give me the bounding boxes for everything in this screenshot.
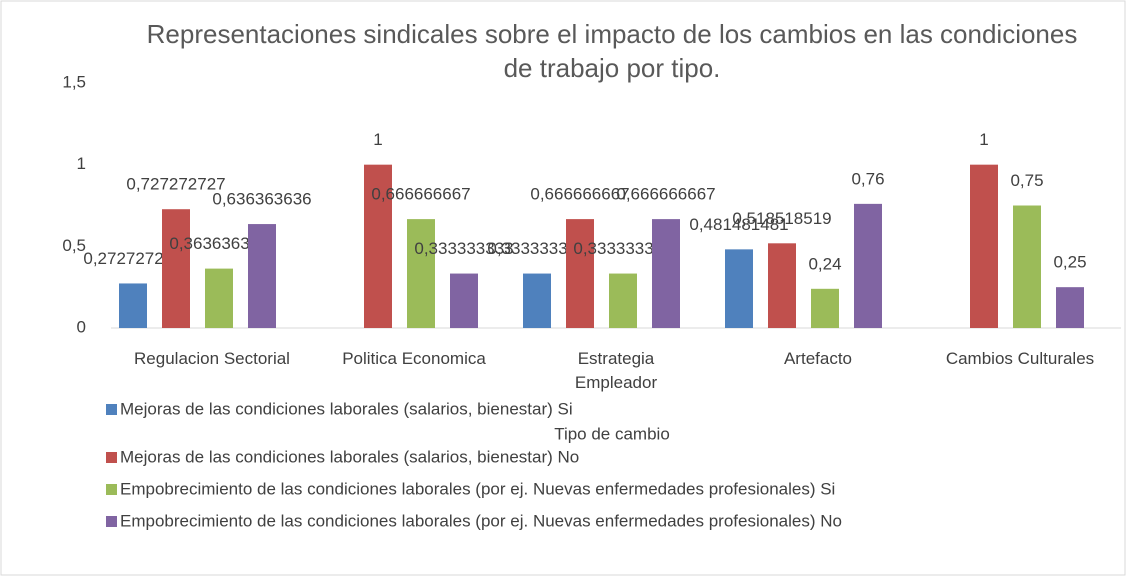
bar	[205, 268, 233, 328]
data-label: 0,25	[1053, 253, 1086, 272]
data-label: 0,666666667	[616, 185, 715, 204]
data-label: 0,333333333	[487, 239, 586, 258]
data-label: 0,272727273	[83, 249, 182, 268]
bar	[811, 288, 839, 328]
legend-swatch	[106, 452, 117, 463]
data-label: 0,636363636	[212, 190, 311, 209]
bar	[609, 273, 637, 328]
y-tick-label: 0	[77, 317, 86, 336]
bar	[1013, 205, 1041, 328]
data-label: 0,333333333	[414, 239, 513, 258]
x-tick-label: Estrategia Empleador	[575, 349, 658, 392]
bar	[364, 164, 392, 328]
bar	[450, 273, 478, 328]
data-label: 1	[373, 130, 382, 149]
x-tick-label: Artefacto	[784, 349, 852, 368]
bar	[725, 249, 753, 328]
legend-swatch	[106, 516, 117, 527]
legend-swatch	[106, 404, 117, 415]
data-label: 0,518518519	[732, 209, 831, 228]
y-tick-label: 0,5	[62, 236, 86, 255]
data-label: 0,666666667	[371, 185, 470, 204]
data-label: 0,363636364	[169, 234, 268, 253]
data-label: 0,333333333	[573, 239, 672, 258]
x-tick-label: Regulacion Sectorial	[134, 349, 290, 368]
y-tick-label: 1	[77, 154, 86, 173]
data-label: 0,76	[851, 169, 884, 188]
bar	[523, 273, 551, 328]
bar	[768, 243, 796, 328]
data-label: 0,481481481	[689, 215, 788, 234]
bar	[566, 219, 594, 328]
bar	[970, 164, 998, 328]
data-label: 0,727272727	[126, 175, 225, 194]
data-label: 1	[979, 130, 988, 149]
bar	[162, 209, 190, 328]
bar	[854, 203, 882, 328]
y-tick-label: 1,5	[62, 72, 86, 91]
bar	[119, 283, 147, 328]
bar	[248, 224, 276, 328]
data-label: 0,666666667	[530, 185, 629, 204]
x-tick-label: Cambios Culturales	[946, 349, 1094, 368]
legend-swatch	[106, 484, 117, 495]
data-label: 0,75	[1010, 171, 1043, 190]
data-label: 0,24	[808, 254, 841, 273]
x-axis-title: Tipo de cambio	[554, 424, 670, 443]
bar	[1056, 287, 1084, 328]
legend-label: Mejoras de las condiciones laborales (sa…	[120, 399, 573, 418]
chart-title: Representaciones sindicales sobre el imp…	[147, 19, 1078, 83]
legend-label: Empobrecimiento de las condiciones labor…	[120, 511, 842, 530]
x-tick-label: Politica Economica	[342, 349, 486, 368]
bar	[652, 219, 680, 328]
bar	[407, 219, 435, 328]
legend-label: Mejoras de las condiciones laborales (sa…	[120, 447, 579, 466]
legend-label: Empobrecimiento de las condiciones labor…	[120, 479, 835, 498]
